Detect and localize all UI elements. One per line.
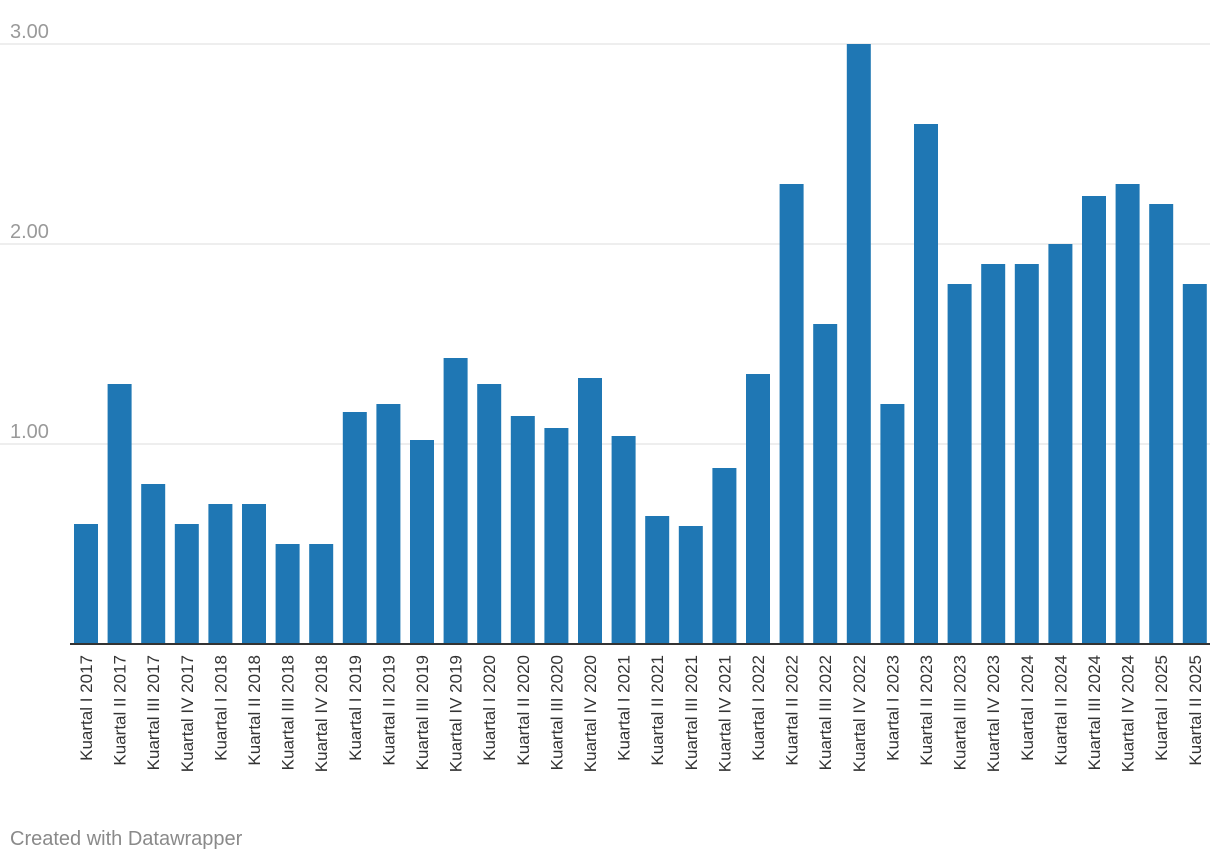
bar [242, 504, 266, 644]
bar [107, 384, 132, 644]
bar [846, 44, 871, 644]
x-tick-label: Kuartal II 2017 [111, 655, 130, 766]
x-tick-label: Kuartal I 2017 [77, 655, 96, 761]
x-tick-label: Kuartal IV 2022 [850, 655, 869, 772]
bar [779, 184, 804, 644]
x-tick-label: Kuartal IV 2018 [312, 655, 331, 772]
bar [746, 374, 770, 644]
bar [1048, 244, 1073, 644]
x-tick-label: Kuartal III 2022 [816, 655, 835, 770]
bar [981, 264, 1006, 644]
x-tick-label: Kuartal II 2022 [783, 655, 802, 766]
bar [443, 358, 468, 644]
bar [1014, 264, 1039, 644]
x-tick-label: Kuartal I 2019 [346, 655, 365, 761]
x-tick-label: Kuartal IV 2021 [715, 655, 734, 772]
x-tick-label: Kuartal II 2020 [514, 655, 533, 766]
bar [678, 526, 703, 644]
x-tick-label: Kuartal II 2019 [379, 655, 398, 766]
x-tick-label: Kuartal II 2021 [648, 655, 667, 766]
bar [645, 516, 670, 644]
bar [1149, 204, 1174, 644]
bar [309, 544, 334, 644]
x-tick-label: Kuartal III 2017 [144, 655, 163, 770]
bar [141, 484, 166, 644]
x-tick-label: Kuartal III 2019 [413, 655, 432, 770]
bar [611, 436, 636, 644]
x-tick-label: Kuartal I 2020 [480, 655, 499, 761]
bar [544, 428, 569, 644]
x-tick-label: Kuartal IV 2019 [447, 655, 466, 772]
x-tick-label: Kuartal I 2025 [1152, 655, 1171, 761]
y-tick-label: 3.00 [10, 21, 49, 43]
bar [712, 468, 737, 644]
x-tick-label: Kuartal III 2023 [951, 655, 970, 770]
x-tick-label: Kuartal IV 2017 [178, 655, 197, 772]
x-tick-label: Kuartal I 2022 [749, 655, 768, 761]
x-tick-label: Kuartal I 2024 [1018, 655, 1037, 761]
y-tick-label: 1.00 [10, 421, 49, 443]
y-tick-label: 2.00 [10, 221, 49, 243]
x-tick-label: Kuartal IV 2023 [984, 655, 1003, 772]
x-tick-label: Kuartal III 2018 [279, 655, 298, 770]
credit-text: Created with Datawrapper [10, 828, 243, 850]
bar [477, 384, 502, 644]
bar [376, 404, 401, 644]
bar [342, 412, 367, 644]
x-tick-label: Kuartal II 2023 [917, 655, 936, 766]
bar [578, 378, 602, 644]
bar [174, 524, 199, 644]
x-tick-label: Kuartal IV 2020 [581, 655, 600, 772]
x-tick-label: Kuartal I 2018 [211, 655, 230, 761]
bar [1115, 184, 1140, 644]
x-tick-label: Kuartal III 2024 [1085, 655, 1104, 770]
x-tick-label: Kuartal IV 2024 [1119, 655, 1138, 772]
x-tick-label: Kuartal II 2024 [1051, 655, 1070, 766]
x-tick-label: Kuartal III 2021 [682, 655, 701, 770]
x-tick-label: Kuartal I 2023 [883, 655, 902, 761]
x-tick-label: Kuartal II 2018 [245, 655, 264, 766]
bar [410, 440, 434, 644]
x-tick-label: Kuartal III 2020 [547, 655, 566, 770]
bar [74, 524, 98, 644]
x-tick-label: Kuartal I 2021 [615, 655, 634, 761]
bar [275, 544, 300, 644]
bar [1082, 196, 1106, 644]
bar [914, 124, 938, 644]
bar [510, 416, 535, 644]
x-tick-label: Kuartal II 2025 [1186, 655, 1205, 766]
bar [947, 284, 972, 644]
bar [880, 404, 905, 644]
bar [1182, 284, 1207, 644]
bar [813, 324, 838, 644]
bar [208, 504, 233, 644]
